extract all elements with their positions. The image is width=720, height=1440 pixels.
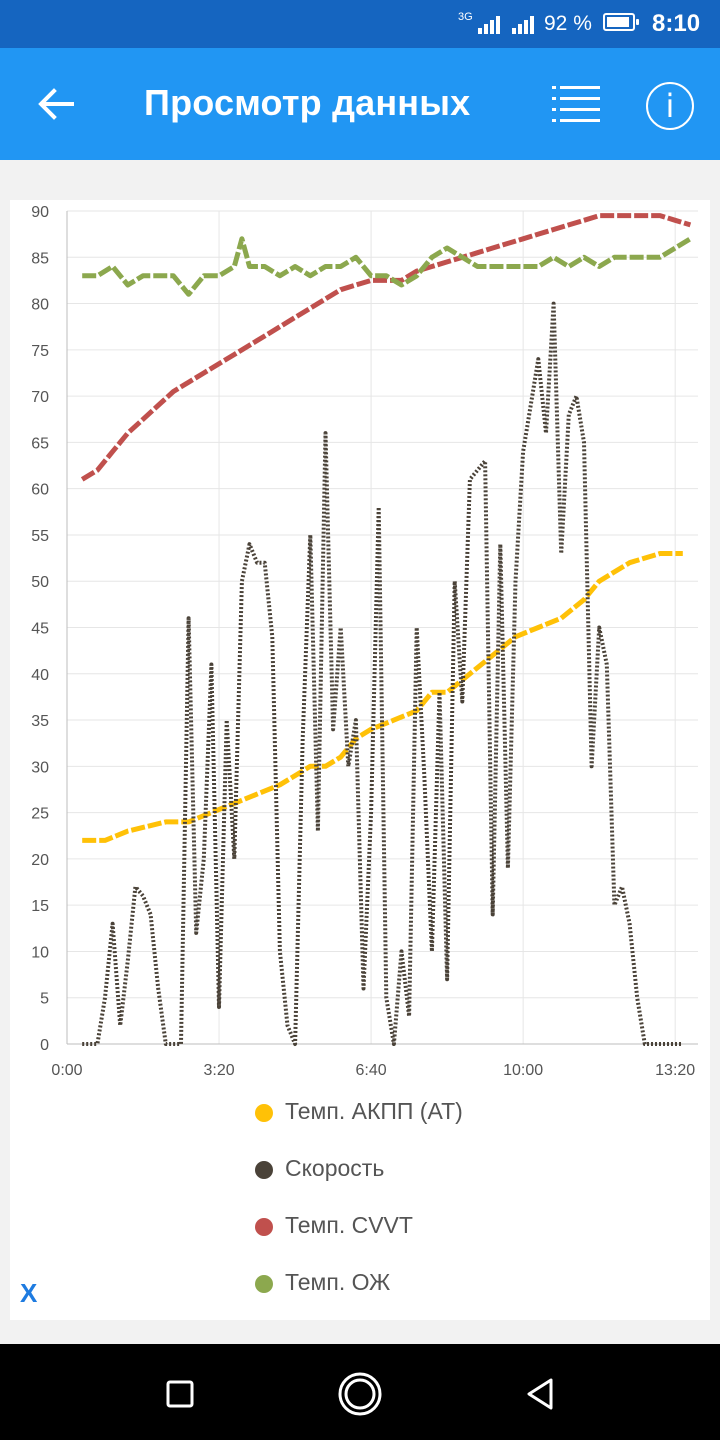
- y-tick-label: 80: [31, 297, 49, 314]
- y-tick-label: 35: [31, 713, 49, 730]
- battery-icon: [603, 13, 639, 31]
- clock: 8:10: [652, 10, 701, 37]
- info-button[interactable]: i: [646, 82, 694, 130]
- legend-label: Темп. ОЖ: [285, 1269, 391, 1295]
- network-type: 3G: [458, 11, 473, 23]
- x-tick-label: 0:00: [51, 1062, 82, 1079]
- line-chart[interactable]: 0 5 10 15 20 25 30 35 40 45 50 55 60 65 70 75 80 85 90 0:00…: [10, 200, 710, 1080]
- series-line-0: [82, 551, 683, 843]
- legend-dot: [255, 1218, 273, 1236]
- app-bar: Просмотр данных i: [0, 48, 720, 160]
- y-tick-label: 30: [31, 759, 49, 776]
- info-icon: i: [665, 87, 675, 125]
- system-back-button[interactable]: [512, 1366, 568, 1422]
- y-tick-label: 45: [31, 621, 49, 638]
- y-tick-label: 50: [31, 574, 49, 591]
- y-tick-label: 75: [31, 343, 49, 360]
- legend-label: Темп. CVVT: [285, 1212, 413, 1238]
- series-line-2: [80, 213, 692, 482]
- battery-percent: 92 %: [544, 12, 592, 35]
- legend-dot: [255, 1161, 273, 1179]
- close-button[interactable]: X: [20, 1278, 38, 1308]
- x-tick-label: 3:20: [203, 1062, 234, 1079]
- x-tick-label: 13:20: [655, 1062, 695, 1079]
- arrow-left-icon: [38, 88, 74, 120]
- signal-icon: [478, 16, 500, 34]
- y-tick-label: 25: [31, 806, 49, 823]
- chart-card: 0 5 10 15 20 25 30 35 40 45 50 55 60 65 70 75 80 85 90 0:00…: [10, 200, 710, 1320]
- list-icon: [552, 86, 600, 122]
- status-bar: 3G 92 % 8:10: [0, 0, 720, 48]
- y-tick-label: 60: [31, 482, 49, 499]
- y-tick-label: 15: [31, 898, 49, 915]
- signal-icon-2: [512, 16, 534, 34]
- list-button[interactable]: [546, 78, 606, 132]
- y-tick-label: 90: [31, 204, 49, 221]
- square-recents-icon: [166, 1380, 194, 1408]
- legend-dot: [255, 1104, 273, 1122]
- x-tick-label: 6:40: [356, 1062, 387, 1079]
- home-button[interactable]: [332, 1366, 388, 1422]
- legend-dot: [255, 1275, 273, 1293]
- x-tick-label: 10:00: [503, 1062, 543, 1079]
- series-line-3: [82, 236, 692, 297]
- page-title: Просмотр данных: [144, 82, 471, 123]
- y-tick-label: 20: [31, 852, 49, 869]
- y-tick-label: 0: [40, 1037, 49, 1054]
- navigation-bar: [0, 1344, 720, 1440]
- y-tick-label: 5: [40, 991, 49, 1008]
- triangle-back-icon: [527, 1378, 553, 1410]
- circle-home-icon: [338, 1372, 382, 1416]
- y-tick-label: 85: [31, 250, 49, 267]
- y-tick-label: 55: [31, 528, 49, 545]
- legend-label: Скорость: [285, 1155, 385, 1181]
- y-tick-label: 70: [31, 389, 49, 406]
- y-tick-label: 10: [31, 944, 49, 961]
- back-button[interactable]: [28, 80, 84, 128]
- series-line-1: [82, 301, 683, 1046]
- legend-label: Темп. АКПП (AT): [285, 1098, 463, 1124]
- y-tick-label: 65: [31, 435, 49, 452]
- recents-button[interactable]: [152, 1366, 208, 1422]
- battery-fill: [607, 17, 630, 27]
- y-tick-label: 40: [31, 667, 49, 684]
